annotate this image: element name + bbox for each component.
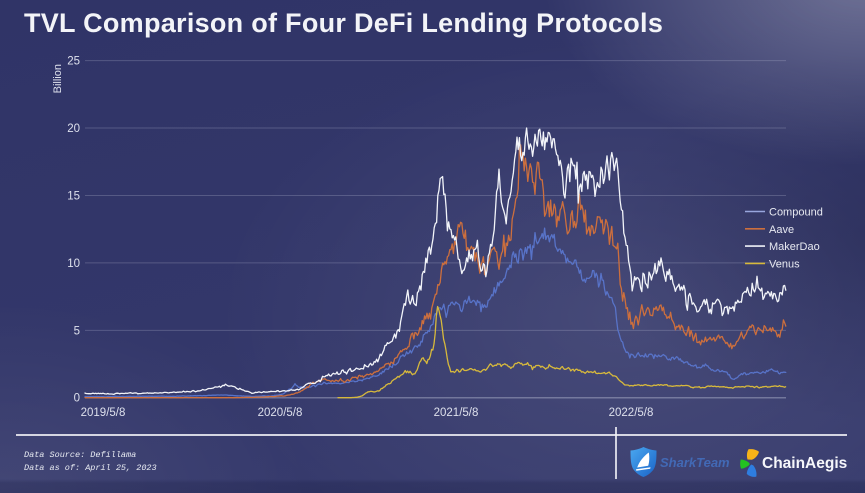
svg-text:5: 5 xyxy=(74,325,80,337)
svg-text:Venus: Venus xyxy=(769,258,800,270)
svg-text:25: 25 xyxy=(67,56,80,68)
svg-text:SharkTeam: SharkTeam xyxy=(660,455,730,470)
svg-text:2021/5/8: 2021/5/8 xyxy=(434,407,479,419)
svg-text:ChainAegis: ChainAegis xyxy=(762,455,847,472)
svg-text:Billion: Billion xyxy=(52,64,64,93)
svg-text:0: 0 xyxy=(74,393,80,405)
svg-text:20: 20 xyxy=(67,123,80,135)
svg-text:10: 10 xyxy=(67,258,80,270)
svg-text:Aave: Aave xyxy=(769,224,794,236)
svg-text:2019/5/8: 2019/5/8 xyxy=(81,407,126,419)
svg-text:Compound: Compound xyxy=(769,207,823,219)
svg-text:MakerDao: MakerDao xyxy=(769,241,820,253)
svg-text:2022/5/8: 2022/5/8 xyxy=(609,407,654,419)
svg-text:2020/5/8: 2020/5/8 xyxy=(258,407,303,419)
svg-text:15: 15 xyxy=(67,190,80,202)
